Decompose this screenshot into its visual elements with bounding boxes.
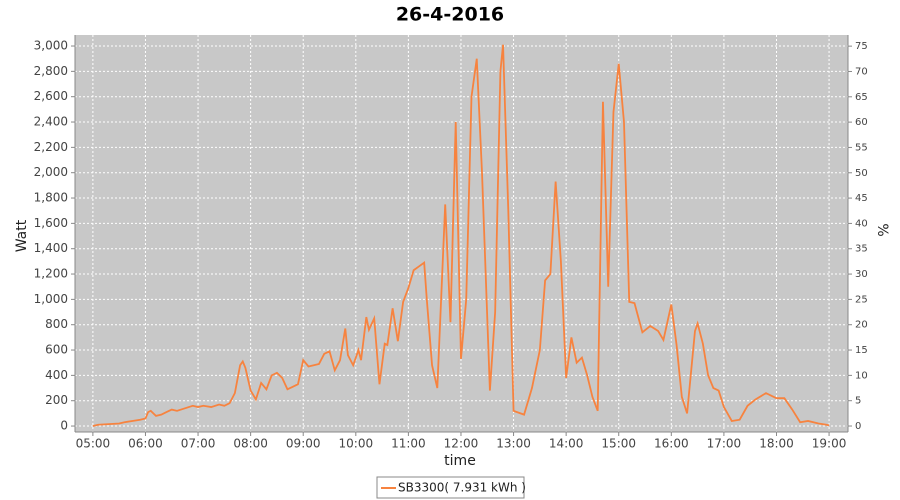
y-tick-label: 1,800 <box>34 191 68 205</box>
y-tick-label: 0 <box>60 419 68 433</box>
x-tick-label: 06:00 <box>128 437 163 451</box>
y2-axis-label: % <box>874 223 890 236</box>
plot-area <box>75 35 848 432</box>
x-tick-label: 11:00 <box>391 437 426 451</box>
legend-label: SB3300( 7.931 kWh ) <box>398 481 526 495</box>
x-tick-label: 12:00 <box>444 437 479 451</box>
x-tick-label: 17:00 <box>707 437 742 451</box>
y2-tick-label: 65 <box>855 92 868 103</box>
x-tick-label: 09:00 <box>286 437 321 451</box>
y-tick-label: 600 <box>45 343 68 357</box>
chart-title: 26-4-2016 <box>396 4 504 26</box>
y2-tick-label: 35 <box>855 244 868 255</box>
x-tick-label: 05:00 <box>76 437 111 451</box>
legend <box>376 476 525 499</box>
y-tick-label: 2,600 <box>34 89 68 103</box>
y2-tick-label: 30 <box>855 269 868 280</box>
y2-tick-label: 5 <box>855 396 861 407</box>
x-tick-label: 08:00 <box>233 437 268 451</box>
y2-tick-label: 45 <box>855 193 868 204</box>
y2-tick-label: 25 <box>855 294 868 305</box>
y-tick-label: 800 <box>45 317 68 331</box>
y2-tick-label: 75 <box>855 41 868 52</box>
data-line <box>92 44 830 427</box>
y2-tick-label: 20 <box>855 320 868 331</box>
y2-tick-label: 40 <box>855 218 868 229</box>
x-axis-label: time <box>444 453 476 469</box>
x-tick-label: 16:00 <box>654 437 689 451</box>
y-tick-label: 2,000 <box>34 165 68 179</box>
y-tick-label: 1,000 <box>34 292 68 306</box>
x-tick-label: 19:00 <box>812 437 847 451</box>
x-tick-label: 15:00 <box>601 437 636 451</box>
x-tick-label: 14:00 <box>549 437 584 451</box>
y-tick-label: 2,200 <box>34 140 68 154</box>
y-tick-label: 2,400 <box>34 115 68 129</box>
x-tick-label: 10:00 <box>339 437 374 451</box>
y-axis-label: Watt <box>14 219 30 252</box>
x-tick-label: 18:00 <box>759 437 794 451</box>
y2-tick-label: 50 <box>855 168 868 179</box>
y2-tick-label: 70 <box>855 66 868 77</box>
y-tick-label: 1,200 <box>34 267 68 281</box>
y-tick-label: 400 <box>45 368 68 382</box>
x-tick-label: 07:00 <box>181 437 216 451</box>
y-tick-label: 200 <box>45 393 68 407</box>
y2-tick-label: 55 <box>855 142 868 153</box>
y-tick-label: 1,600 <box>34 216 68 230</box>
y2-tick-label: 15 <box>855 345 868 356</box>
y-tick-label: 3,000 <box>34 39 68 53</box>
y-tick-label: 2,800 <box>34 64 68 78</box>
y2-tick-label: 60 <box>855 117 868 128</box>
y2-tick-label: 0 <box>855 421 861 432</box>
x-tick-label: 13:00 <box>496 437 531 451</box>
y-tick-label: 1,400 <box>34 241 68 255</box>
y2-tick-label: 10 <box>855 370 868 381</box>
